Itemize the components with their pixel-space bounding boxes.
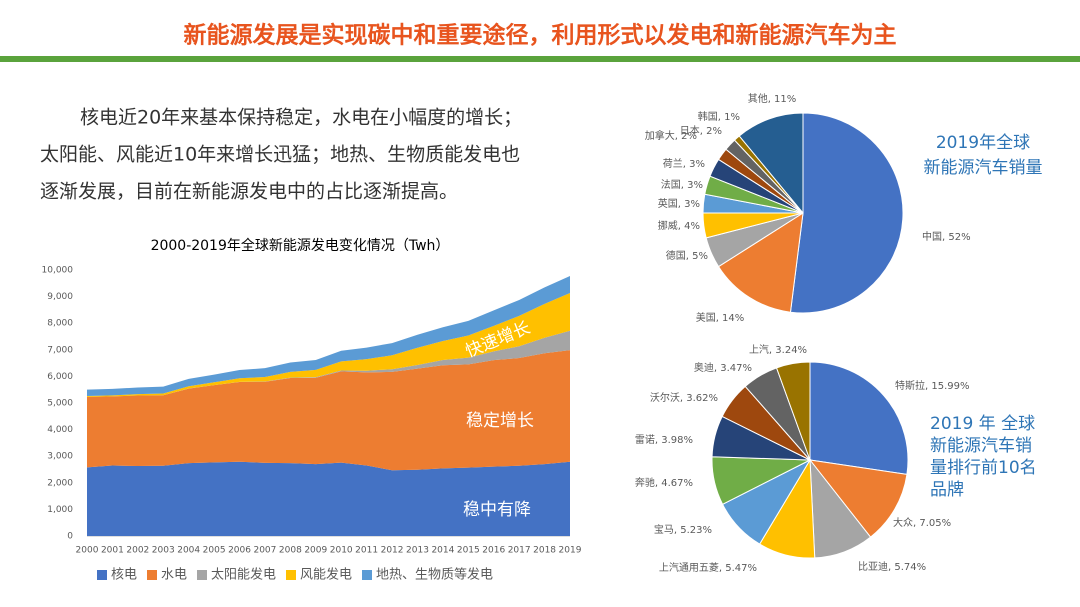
data-label: 加拿大, 2%: [645, 129, 697, 142]
paragraph-line: 核电近20年来基本保持稳定，水电在小幅度的增长；: [80, 107, 522, 129]
data-label: 美国, 14%: [696, 311, 745, 324]
pie-title: 2019年全球: [936, 133, 1030, 153]
paragraph-line: 太阳能、风能近10年来增长迅猛；地热、生物质能发电也: [40, 144, 520, 166]
x-tick-label: 2018: [533, 546, 556, 556]
legend-swatch: [286, 570, 296, 580]
paragraph-line: 逐渐发展，目前在新能源发电中的占比逐渐提高。: [40, 181, 458, 203]
y-tick-label: 8,000: [47, 319, 73, 329]
y-tick-label: 7,000: [47, 345, 73, 355]
data-label: 上汽通用五菱, 5.47%: [659, 561, 757, 574]
x-tick-label: 2005: [203, 546, 226, 556]
data-label: 雷诺, 3.98%: [635, 434, 693, 446]
pie-slice: [809, 361, 909, 475]
data-label: 日本, 2%: [680, 124, 722, 137]
data-label: 法国, 3%: [661, 178, 703, 191]
data-label: 宝马, 5.23%: [654, 523, 712, 536]
pie-slice: [738, 112, 804, 215]
y-tick-label: 0: [67, 532, 73, 542]
area: [87, 293, 570, 397]
x-tick-label: 2017: [508, 546, 531, 556]
y-tick-label: 9,000: [47, 292, 73, 302]
area: [87, 461, 570, 536]
pie-title: 新能源汽车销: [930, 436, 1032, 456]
data-label: 德国, 5%: [666, 249, 708, 262]
chart-title: 2000-2019年全球新能源发电变化情况（Twh）: [151, 237, 450, 254]
data-label: 沃尔沃, 3.62%: [650, 391, 718, 404]
y-tick-label: 3,000: [47, 452, 73, 462]
legend-label: 核电: [111, 568, 137, 583]
x-tick-label: 2019: [559, 546, 582, 556]
pie-slice: [717, 212, 804, 313]
y-tick-label: 1,000: [47, 505, 73, 515]
pie-title: 新能源汽车销量: [924, 158, 1043, 178]
pie-title: 品牌: [930, 480, 964, 500]
y-tick-label: 4,000: [47, 425, 73, 435]
legend-label: 风能发电: [300, 567, 352, 583]
legend-label: 水电: [161, 568, 187, 583]
legend-swatch: [362, 570, 372, 580]
x-tick-label: 2011: [355, 546, 378, 556]
x-tick-label: 2007: [253, 546, 276, 556]
x-tick-label: 2009: [304, 546, 327, 556]
data-label: 奥迪, 3.47%: [694, 361, 752, 374]
data-label: 荷兰, 3%: [663, 157, 705, 170]
slide-title: 新能源发展是实现碳中和重要途径，利用形式以发电和新能源汽车为主: [184, 22, 897, 49]
pie-title: 量排行前10名: [930, 458, 1037, 478]
x-tick-label: 2015: [457, 546, 480, 556]
data-label: 特斯拉, 15.99%: [895, 379, 970, 392]
y-tick-label: 5,000: [47, 399, 73, 409]
data-label: 其他, 11%: [748, 92, 797, 105]
data-label: 挪威, 4%: [658, 219, 700, 232]
title-rule: [0, 56, 1080, 62]
pie-slice: [789, 112, 904, 314]
x-tick-label: 2006: [228, 546, 251, 556]
x-tick-label: 2010: [330, 546, 353, 556]
annotation: 稳中有降: [463, 500, 531, 520]
x-tick-label: 2003: [152, 546, 175, 556]
data-label: 英国, 3%: [658, 197, 700, 210]
x-tick-label: 2012: [381, 546, 404, 556]
x-tick-label: 2001: [101, 546, 124, 556]
x-tick-label: 2002: [126, 546, 149, 556]
area: [87, 350, 570, 471]
annotation: 稳定增长: [466, 411, 534, 431]
legend-swatch: [147, 570, 157, 580]
y-tick-label: 10,000: [42, 266, 74, 276]
data-label: 奔驰, 4.67%: [635, 476, 693, 489]
x-tick-label: 2016: [482, 546, 505, 556]
legend-label: 太阳能发电: [211, 567, 276, 583]
data-label: 大众, 7.05%: [893, 516, 951, 529]
x-tick-label: 2013: [406, 546, 429, 556]
x-tick-label: 2008: [279, 546, 302, 556]
pie-slice: [775, 361, 811, 461]
data-label: 上汽, 3.24%: [749, 343, 807, 356]
legend-swatch: [97, 570, 107, 580]
data-label: 中国, 52%: [922, 230, 971, 243]
legend-swatch: [197, 570, 207, 580]
x-tick-label: 2000: [76, 546, 99, 556]
data-label: 韩国, 1%: [698, 110, 740, 123]
pie-slice: [808, 459, 908, 538]
x-tick-label: 2014: [431, 546, 454, 556]
y-tick-label: 2,000: [47, 478, 73, 488]
x-tick-label: 2004: [177, 546, 200, 556]
legend-label: 地热、生物质等发电: [376, 567, 493, 583]
pie-title: 2019 年 全球: [930, 414, 1035, 434]
data-label: 比亚迪, 5.74%: [858, 561, 926, 573]
y-tick-label: 6,000: [47, 372, 73, 382]
